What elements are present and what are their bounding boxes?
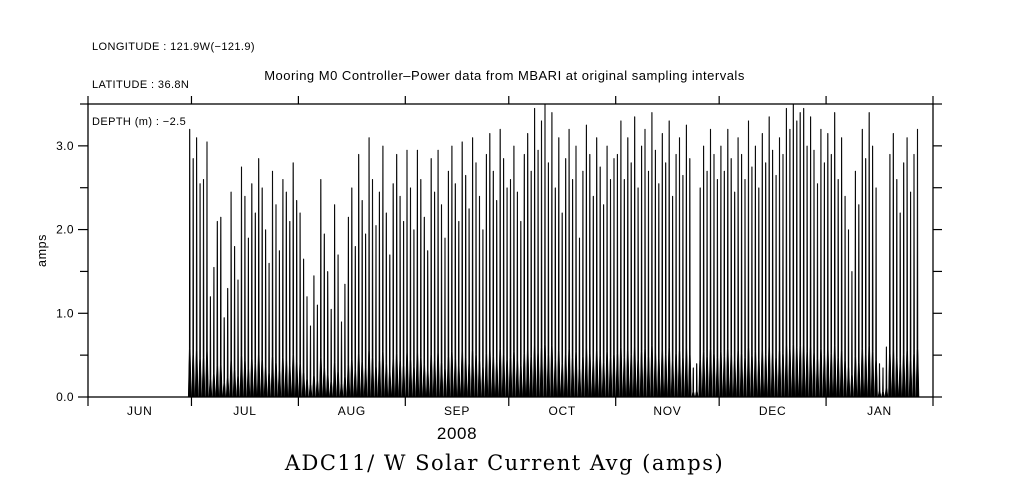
plot-frame (87, 103, 934, 398)
year-label: 2008 (437, 424, 477, 443)
solar-current-spikes (187, 103, 920, 398)
month-label: OCT (549, 404, 576, 418)
longitude-label: LONGITUDE : 121.9W(−121.9) (92, 41, 255, 53)
y-tick-label: 1.0 (56, 306, 74, 320)
chart-title: Mooring M0 Controller–Power data from MB… (264, 68, 745, 83)
station-metadata: LONGITUDE : 121.9W(−121.9) LATITUDE : 36… (92, 16, 255, 154)
y-tick-label: 3.0 (56, 139, 74, 153)
y-tick-label: 0.0 (56, 390, 74, 404)
month-label: AUG (338, 404, 366, 418)
month-label: JUL (233, 404, 256, 418)
y-axis-title: amps (35, 234, 49, 267)
chart-footer-title: ADC11/ W Solar Current Avg (amps) (284, 451, 725, 475)
month-label: NOV (653, 404, 681, 418)
month-label: JAN (867, 404, 892, 418)
y-tick-label: 2.0 (56, 223, 74, 237)
depth-label: DEPTH (m) : −2.5 (92, 116, 187, 128)
month-label: SEP (444, 404, 470, 418)
latitude-label: LATITUDE : 36.8N (92, 78, 190, 91)
month-label: JUN (127, 404, 152, 418)
month-label: DEC (759, 404, 786, 418)
